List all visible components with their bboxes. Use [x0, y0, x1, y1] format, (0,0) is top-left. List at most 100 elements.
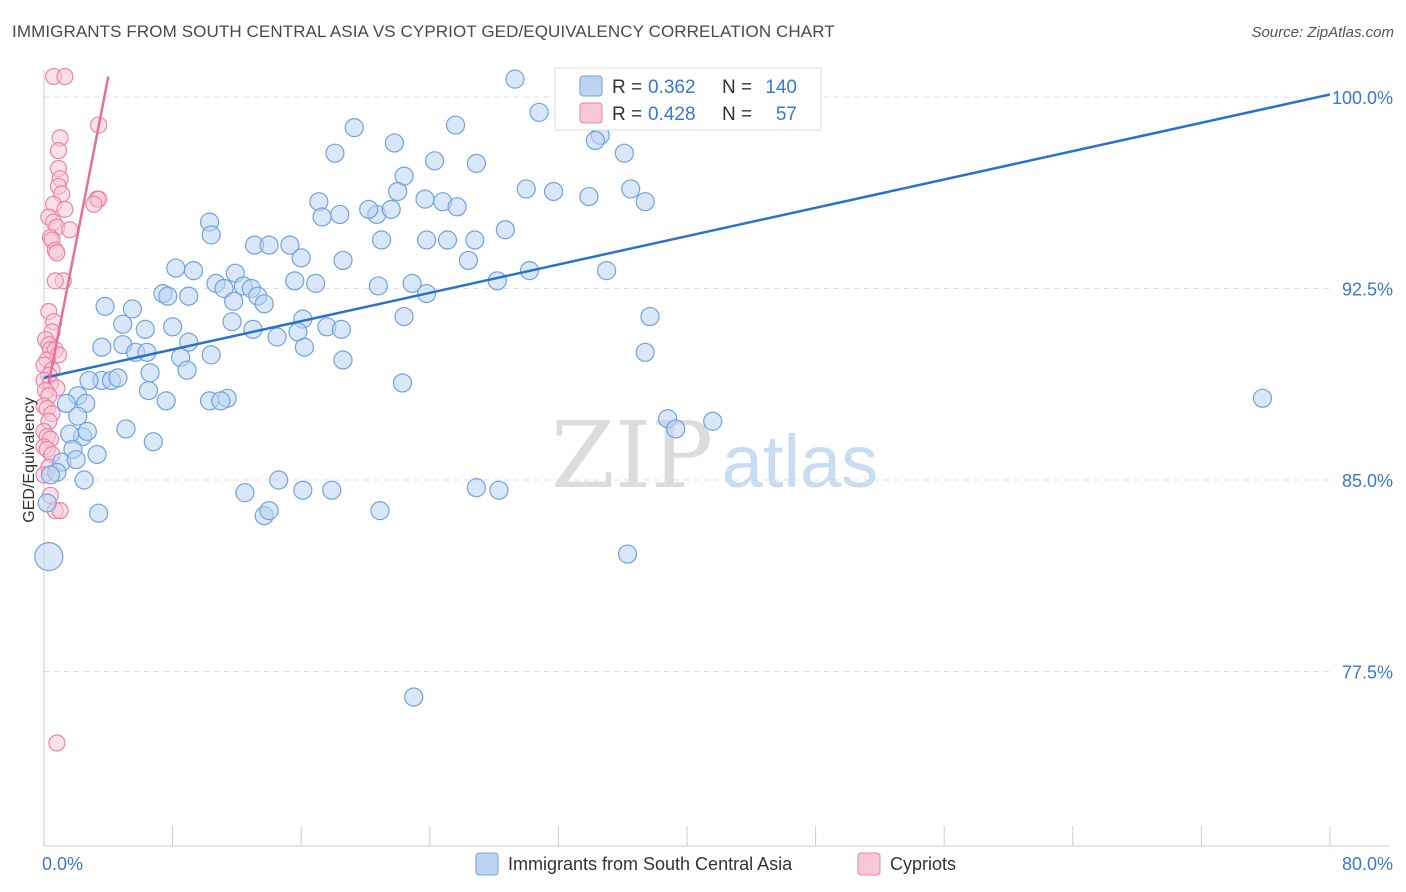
data-point — [48, 734, 66, 752]
data-point — [425, 151, 445, 171]
data-point — [68, 406, 88, 426]
data-point — [56, 67, 74, 86]
data-point — [214, 278, 234, 299]
data-point — [87, 444, 107, 465]
series-legend-swatch-blue — [475, 852, 499, 876]
y-tick-labels: 100.0% 92.5% 85.0% 77.5% — [1332, 88, 1393, 683]
data-point — [325, 143, 345, 163]
data-point — [285, 271, 305, 291]
data-point — [259, 501, 279, 521]
axes — [43, 70, 1390, 847]
data-point — [333, 250, 353, 271]
data-point — [156, 391, 176, 411]
data-point — [359, 199, 379, 219]
trend-line-blue — [43, 93, 1331, 380]
data-point — [585, 130, 605, 151]
data-point — [143, 432, 163, 452]
x-tick-label: 80.0% — [1342, 854, 1393, 874]
data-point — [384, 133, 405, 153]
data-point — [371, 230, 392, 250]
y-tick-label: 77.5% — [1342, 663, 1393, 683]
data-point — [280, 235, 300, 255]
data-point — [269, 470, 289, 490]
legend-r-label: R = — [612, 77, 642, 98]
data-point — [437, 230, 458, 250]
data-point — [640, 306, 660, 327]
data-point — [222, 312, 242, 332]
data-point — [254, 294, 274, 314]
data-point — [135, 319, 155, 339]
data-point — [703, 411, 723, 431]
data-point — [489, 480, 509, 500]
data-point — [529, 102, 549, 122]
data-point — [293, 480, 313, 500]
data-point — [113, 314, 133, 334]
data-point — [34, 541, 64, 572]
data-point — [621, 179, 641, 199]
data-point — [116, 419, 136, 439]
data-point — [614, 143, 634, 163]
data-point — [344, 118, 364, 138]
y-tick-label: 100.0% — [1332, 88, 1393, 108]
data-point — [505, 69, 525, 89]
data-point — [259, 235, 279, 255]
series-legend-label-blue: Immigrants from South Central Asia — [508, 854, 793, 874]
data-point — [140, 363, 160, 383]
data-point — [89, 503, 109, 523]
x-tick-label: 0.0% — [42, 854, 83, 874]
series-legend-label-pink: Cypriots — [890, 854, 956, 874]
data-point — [635, 342, 655, 362]
south-central-asia-points — [34, 69, 1273, 707]
x-tick-labels: 0.0% 80.0% — [42, 854, 1393, 874]
data-point — [306, 273, 326, 293]
data-point — [79, 370, 99, 391]
y-axis-title: GED/Equivalency — [21, 397, 38, 522]
data-point — [267, 327, 287, 347]
data-point — [40, 465, 61, 485]
legend-n-label: N = — [722, 77, 752, 98]
data-point — [163, 317, 183, 337]
data-point — [1252, 388, 1273, 408]
data-point — [291, 248, 311, 268]
data-point — [402, 273, 422, 293]
grid-lines — [44, 96, 1330, 672]
chart-title: IMMIGRANTS FROM SOUTH CENTRAL ASIA VS CY… — [12, 22, 835, 41]
watermark-atlas: atlas — [722, 420, 878, 503]
data-point — [666, 419, 686, 439]
data-point — [388, 181, 408, 202]
series-legend: Immigrants from South Central Asia Cypri… — [475, 852, 956, 876]
series-legend-swatch-pink — [857, 852, 881, 876]
data-point — [368, 276, 388, 296]
data-point — [224, 291, 244, 311]
data-point — [495, 220, 515, 240]
data-point — [466, 153, 487, 173]
data-point — [46, 272, 64, 290]
data-point — [404, 687, 424, 707]
data-point — [95, 296, 115, 316]
data-point — [122, 299, 143, 319]
data-point — [465, 230, 485, 250]
data-point — [597, 261, 617, 281]
data-point — [415, 189, 435, 209]
data-point — [37, 493, 57, 513]
legend-n-value: 57 — [776, 104, 797, 125]
data-point — [394, 306, 414, 327]
data-point — [201, 225, 221, 245]
data-point — [166, 258, 186, 278]
data-point — [330, 204, 350, 225]
y-tick-label: 92.5% — [1342, 280, 1393, 300]
data-point — [370, 501, 390, 521]
watermark-zip: ZIP — [551, 402, 713, 509]
data-point — [331, 319, 351, 339]
data-point — [294, 337, 315, 357]
data-point — [392, 373, 413, 393]
data-point — [66, 449, 86, 470]
data-point — [108, 368, 128, 388]
data-point — [56, 200, 74, 218]
data-point — [543, 181, 564, 202]
legend-r-value: 0.362 — [648, 77, 696, 98]
correlation-legend: R = 0.362 N = 140 R = 0.428 N = 57 — [554, 67, 822, 131]
data-point — [179, 286, 199, 306]
data-point — [487, 271, 507, 291]
